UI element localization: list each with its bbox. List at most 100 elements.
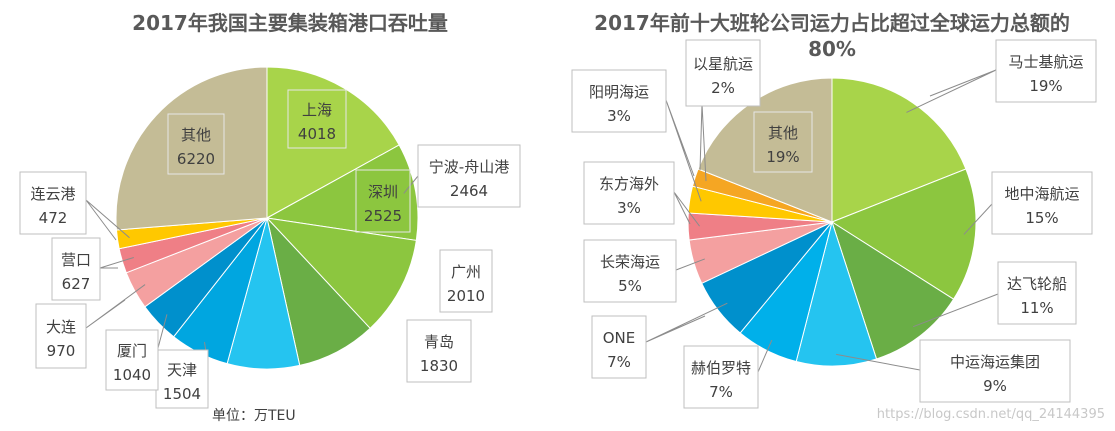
right-label-box-9 [685, 39, 761, 107]
right-label-name-9: 以星航运 [693, 55, 753, 73]
left-label-value-10: 6220 [177, 150, 215, 168]
left-slice-2 [265, 217, 417, 330]
left-label-value-7: 970 [47, 342, 76, 360]
left-label-name-0: 上海 [302, 101, 332, 119]
right-label-0: 马士基航运 19% [906, 39, 1097, 113]
left-label-box-6 [105, 329, 159, 391]
left-label-box-8 [51, 237, 101, 301]
right-label-4: 赫伯罗特 7% [683, 339, 773, 409]
left-label-5: 天津 1504 [155, 341, 209, 409]
left-label-value-5: 1504 [163, 385, 201, 403]
left-label-name-8: 营口 [61, 251, 91, 269]
right-slice-0 [831, 77, 967, 223]
left-label-name-4: 青岛 [424, 333, 454, 351]
right-leader-4 [757, 339, 773, 373]
left-label-value-2: 2525 [364, 207, 402, 225]
left-label-box-5 [155, 349, 209, 409]
left-pie-labels: 上海 4018 宁波-舟山港 2464 深圳 2525 广州 2010 青岛 1830 天津 1504… [19, 89, 521, 409]
left-label-name-7: 大连 [46, 318, 76, 336]
right-label-value-1: 15% [1025, 209, 1058, 227]
right-label-1: 地中海航运 15% [963, 171, 1093, 235]
right-label-name-8: 阳明海运 [589, 83, 649, 101]
right-pie-labels: 马士基航运19%地中海航运15%达飞轮船11%中运海运集团9%赫伯罗特7%ONE… [571, 39, 1097, 409]
right-slice-1 [830, 168, 977, 300]
right-label-name-10: 其他 [768, 124, 798, 142]
left-leader-6 [157, 314, 168, 349]
left-label-7: 大连 970 [35, 284, 146, 369]
left-label-value-9: 472 [39, 209, 68, 227]
left-label-2: 深圳 2525 [355, 169, 411, 233]
left-slice-0 [266, 66, 400, 219]
left-label-value-0: 4018 [298, 125, 336, 143]
left-label-value-4: 1830 [420, 357, 458, 375]
right-label-box-2 [997, 261, 1077, 325]
right-label-value-6: 5% [618, 277, 642, 295]
left-leader-1 [403, 175, 419, 194]
left-label-4: 青岛 1830 [406, 319, 472, 383]
left-label-6: 厦门 1040 [105, 314, 168, 391]
right-label-box-0 [995, 39, 1097, 103]
left-label-box-9 [19, 171, 87, 235]
right-label-3: 中运海运集团 9% [836, 339, 1071, 403]
right-label-box-5 [591, 315, 647, 379]
left-label-box-7 [35, 303, 87, 369]
right-leader-5 [645, 302, 728, 343]
right-label-6: 长荣海运 5% [583, 239, 705, 303]
watermark: https://blog.csdn.net/qq_24144395 [877, 407, 1105, 422]
right-label-box-7 [583, 161, 675, 225]
right-label-box-6 [583, 239, 677, 303]
left-label-10: 其他 6220 [167, 113, 225, 175]
left-label-value-1: 2464 [450, 182, 488, 200]
left-label-box-0 [287, 89, 347, 149]
right-label-7: 东方海外 3% [583, 161, 700, 227]
right-label-name-7: 东方海外 [599, 175, 659, 193]
left-chart-title: 2017年我国主要集装箱港口吞吐量 [132, 11, 448, 35]
right-label-9: 以星航运 2% [685, 39, 761, 182]
right-label-8: 阳明海运 3% [571, 69, 702, 202]
right-label-2: 达飞轮船 11% [913, 261, 1077, 328]
right-label-5: ONE 7% [591, 302, 728, 379]
left-label-box-1 [417, 144, 521, 208]
left-label-0: 上海 4018 [287, 89, 347, 149]
left-label-1: 宁波-舟山港 2464 [403, 144, 521, 208]
left-label-3: 广州 2010 [439, 249, 493, 313]
right-label-value-3: 9% [983, 377, 1007, 395]
right-leader-3 [836, 353, 921, 371]
right-label-name-2: 达飞轮船 [1007, 275, 1067, 293]
right-label-box-1 [991, 171, 1093, 235]
left-label-name-5: 天津 [167, 361, 197, 379]
right-label-value-0: 19% [1029, 77, 1062, 95]
left-label-box-10 [167, 113, 225, 175]
right-chart-title-line1: 2017年前十大班轮公司运力占比超过全球运力总额的 [594, 11, 1070, 35]
left-pie [115, 66, 419, 370]
unit-note: 单位：万TEU [212, 408, 296, 424]
left-label-box-2 [355, 169, 411, 233]
right-leader-6 [675, 258, 705, 271]
left-slice-1 [265, 144, 419, 242]
right-leader-1 [963, 203, 993, 235]
right-chart-title-line2: 80% [808, 37, 856, 61]
right-leader-2 [913, 293, 999, 328]
left-label-value-6: 1040 [113, 366, 151, 384]
right-label-name-1: 地中海航运 [1004, 185, 1079, 203]
right-label-box-8 [571, 69, 667, 133]
right-label-box-10 [753, 111, 813, 173]
right-label-name-4: 赫伯罗特 [691, 359, 751, 377]
right-label-10: 其他 19% [753, 111, 813, 173]
left-label-name-1: 宁波-舟山港 [429, 158, 509, 176]
right-label-value-9: 2% [711, 79, 735, 97]
right-label-name-3: 中运海运集团 [950, 353, 1040, 371]
left-label-name-3: 广州 [451, 263, 481, 281]
right-label-box-3 [919, 339, 1071, 403]
right-label-box-4 [683, 345, 759, 409]
left-label-name-9: 连云港 [30, 185, 75, 203]
left-slice-10 [115, 66, 268, 231]
right-label-name-0: 马士基航运 [1008, 53, 1083, 71]
left-label-name-10: 其他 [181, 126, 211, 144]
right-label-value-7: 3% [617, 199, 641, 217]
right-label-value-5: 7% [607, 353, 631, 371]
left-label-name-6: 厦门 [117, 342, 147, 360]
left-label-8: 营口 627 [51, 237, 134, 301]
left-label-box-3 [439, 249, 493, 313]
